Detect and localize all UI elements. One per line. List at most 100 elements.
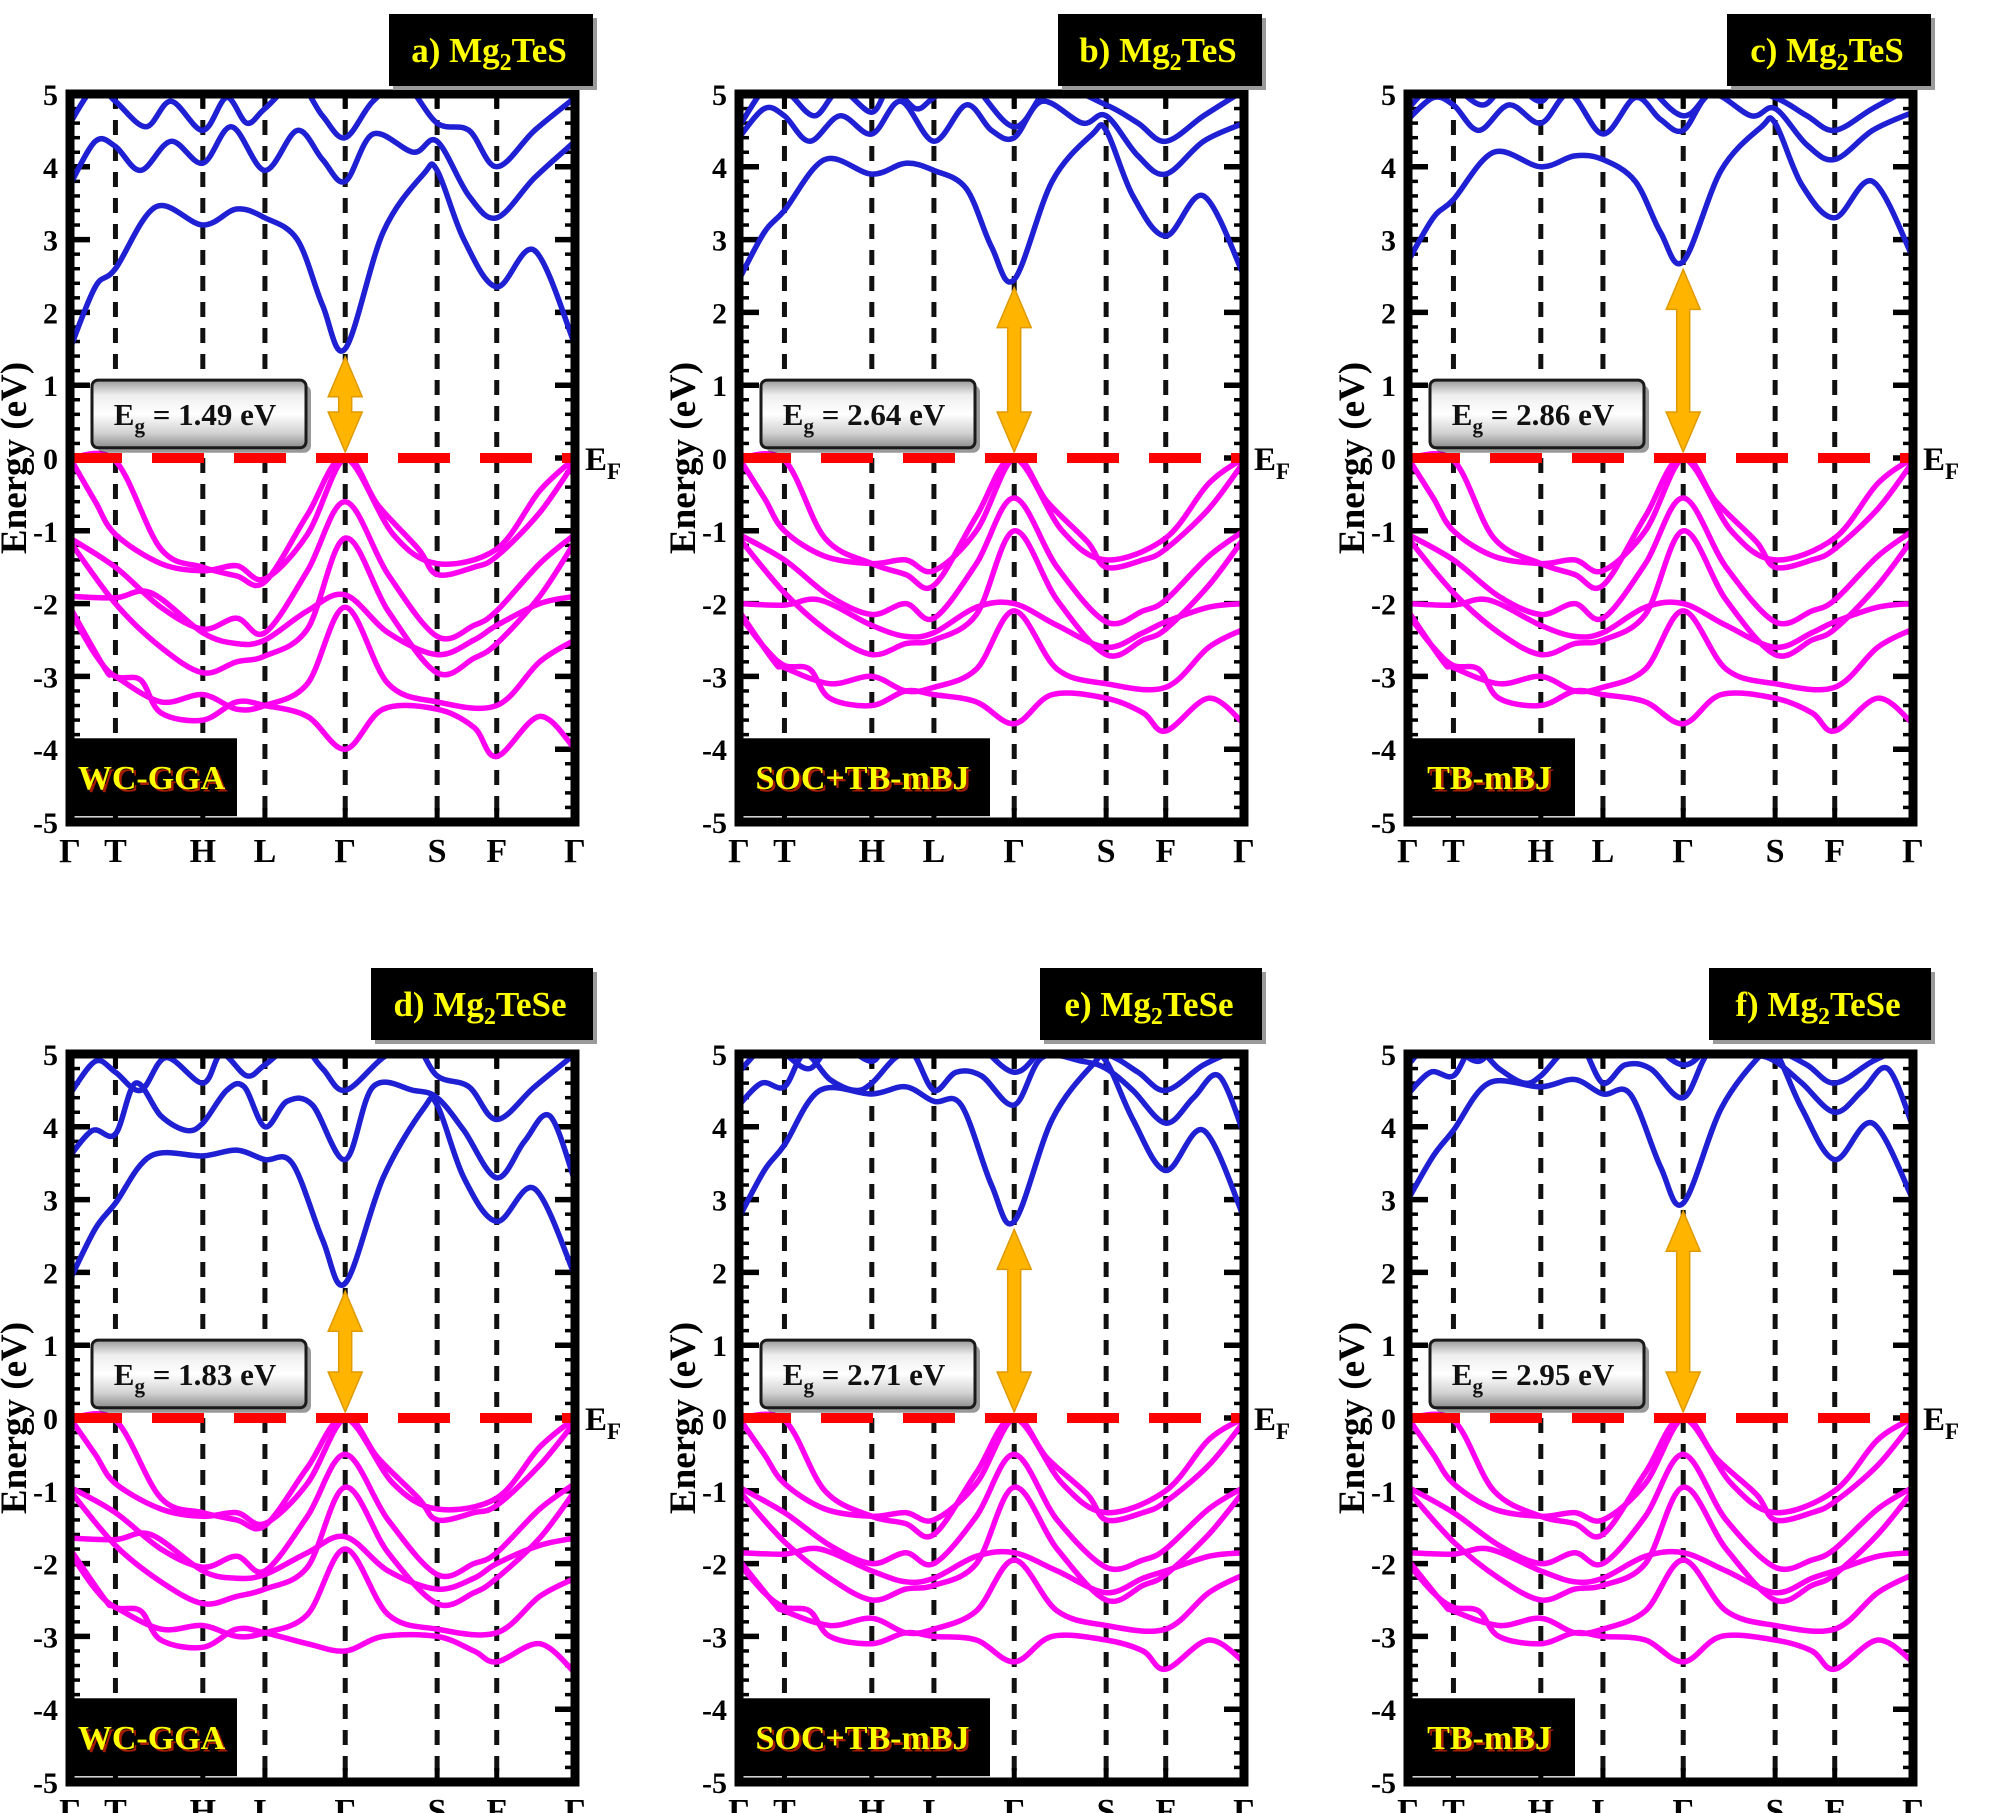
y-tick-label: -1 [1371, 516, 1396, 549]
panel-title-badge [371, 968, 593, 1040]
y-tick-label: 3 [1381, 1185, 1396, 1218]
band-gap-label-box [90, 1338, 308, 1410]
y-tick-label: 5 [712, 79, 727, 112]
x-tick-label: S [1097, 1793, 1116, 1813]
band-gap-label-box [1428, 378, 1646, 450]
conduction-band [739, 1054, 1234, 1094]
y-tick-label: 5 [712, 1039, 727, 1072]
valence-band [739, 1545, 1244, 1596]
x-tick-label: T [104, 833, 127, 870]
x-tick-label: Γ [1672, 833, 1694, 870]
valence-band [1408, 1560, 1913, 1672]
y-tick-label: -3 [33, 1621, 58, 1654]
valence-band [70, 608, 575, 760]
y-tick-label: -4 [33, 734, 58, 767]
y-tick-label: -4 [702, 1694, 727, 1727]
y-tick-label: -1 [1371, 1476, 1396, 1509]
valence-band [1408, 455, 1913, 575]
y-tick-label: 1 [43, 1330, 58, 1363]
valence-band [739, 495, 1244, 627]
y-tick-label: 2 [712, 1257, 727, 1290]
conduction-band [739, 1054, 1244, 1227]
method-badge [66, 1698, 237, 1777]
valence-band [739, 1557, 1244, 1637]
y-tick-label: -1 [33, 516, 58, 549]
x-tick-label: Γ [1233, 1793, 1255, 1813]
valence-band [1408, 1545, 1913, 1596]
y-tick-label: -2 [702, 589, 727, 622]
valence-band [70, 1530, 575, 1592]
band-gap-label-box [759, 1338, 977, 1410]
x-tick-label: H [190, 1793, 216, 1813]
panel-title-badge [389, 14, 593, 86]
y-axis-title: Energy (eV) [663, 362, 704, 554]
method-badge [1404, 738, 1575, 817]
band-gap-arrow [996, 285, 1033, 454]
y-tick-label: 2 [1381, 297, 1396, 330]
band-gap-label: Eg = 2.71 eV [783, 1357, 946, 1398]
x-tick-label: S [1766, 1793, 1785, 1813]
valence-band [739, 455, 1244, 575]
x-tick-label: T [773, 833, 796, 870]
x-tick-label: Γ [1397, 1793, 1419, 1813]
valence-band [739, 528, 1244, 659]
x-tick-label: H [859, 1793, 885, 1813]
x-tick-label: F [486, 833, 507, 870]
x-tick-label: Γ [728, 833, 750, 870]
method-label: WC-GGA [78, 760, 226, 797]
x-tick-label: Γ [1233, 833, 1255, 870]
x-tick-label: H [1528, 833, 1554, 870]
y-axis-title: Energy (eV) [1332, 362, 1373, 554]
bands-group [70, 94, 575, 760]
valence-band [1408, 495, 1913, 627]
y-tick-label: 3 [43, 225, 58, 258]
band-gap-arrow [1665, 267, 1702, 454]
y-tick-label: -3 [33, 661, 58, 694]
panel-title: a) Mg2TeS [411, 31, 567, 76]
method-label: SOC+TB-mBJ [756, 1720, 970, 1757]
x-tick-label: Γ [1672, 1793, 1694, 1813]
conduction-band [70, 1054, 575, 1123]
y-tick-label: 1 [43, 370, 58, 403]
band-gap-label-box [759, 378, 977, 450]
y-tick-label: 4 [1381, 152, 1396, 185]
y-tick-label: -3 [1371, 661, 1396, 694]
x-tick-label: Γ [728, 1793, 750, 1813]
plot-frame [734, 1049, 1249, 1787]
band-gap-label-box [90, 378, 308, 450]
valence-band [70, 498, 575, 642]
fermi-level-label: EF [1923, 1402, 1959, 1444]
conduction-band [70, 1079, 575, 1185]
valence-band [739, 1411, 1244, 1540]
x-tick-label: Γ [59, 1793, 81, 1813]
y-tick-label: 0 [43, 443, 58, 476]
x-tick-label: F [1155, 1793, 1176, 1813]
valence-band [1408, 611, 1913, 734]
x-tick-label: S [1766, 833, 1785, 870]
y-axis-title: Energy (eV) [663, 1322, 704, 1514]
x-tick-label: Γ [1003, 833, 1025, 870]
fermi-level-label: EF [585, 1402, 621, 1444]
x-tick-label: L [923, 1793, 946, 1813]
fermi-level-label: EF [585, 442, 621, 484]
valence-band [70, 1415, 575, 1528]
valence-band [1408, 608, 1913, 695]
band-gap-arrow [327, 1289, 364, 1414]
y-tick-label: -2 [1371, 589, 1396, 622]
y-tick-label: 3 [1381, 225, 1396, 258]
y-tick-label: 2 [43, 1257, 58, 1290]
panel-title: f) Mg2TeSe [1735, 985, 1900, 1030]
band-gap-label: Eg = 1.83 eV [114, 1357, 277, 1398]
valence-band [70, 455, 575, 583]
y-tick-label: 2 [1381, 1257, 1396, 1290]
valence-band [739, 611, 1244, 734]
x-tick-label: Γ [1397, 833, 1419, 870]
y-tick-label: 2 [43, 297, 58, 330]
x-tick-label: Γ [1902, 833, 1924, 870]
y-tick-label: -5 [33, 807, 58, 840]
